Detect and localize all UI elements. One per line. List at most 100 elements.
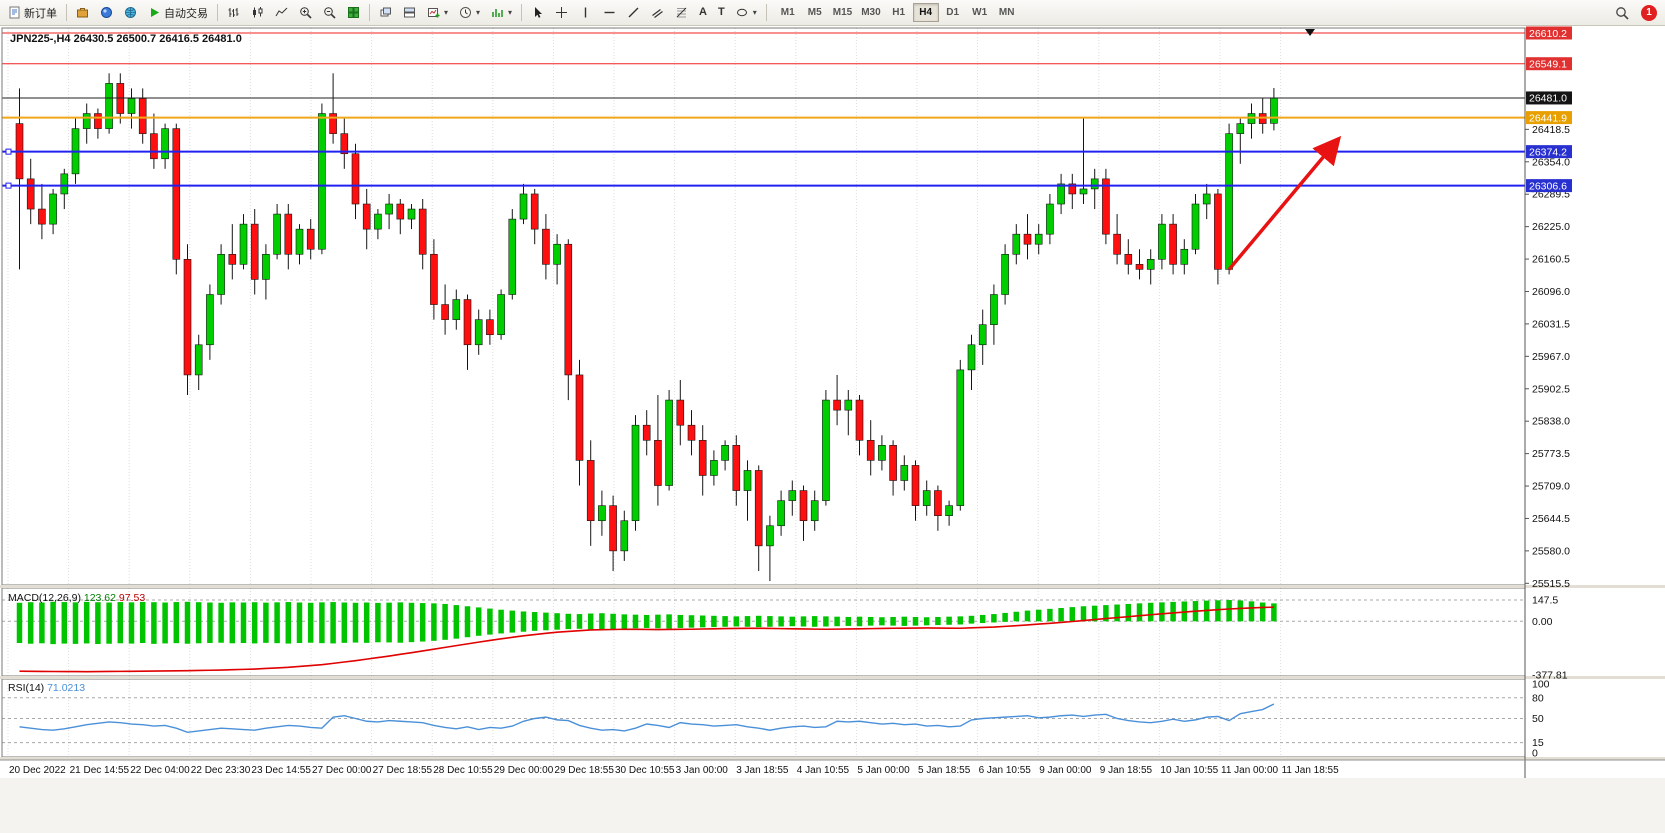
new-order-button[interactable]: 新订单 <box>3 2 62 23</box>
zoom-out-button[interactable] <box>318 2 341 23</box>
macd-panel <box>16 600 1277 673</box>
price-axis[interactable]: 26418.526354.026289.526225.026160.526096… <box>1524 26 1572 779</box>
separator <box>217 4 218 21</box>
time-label: 22 Dec 04:00 <box>130 765 190 776</box>
tile-grid-icon <box>348 7 359 18</box>
rsi-label: RSI(14) 71.0213 <box>8 682 85 694</box>
bar-chart-icon <box>228 8 239 17</box>
crosshair-button[interactable] <box>550 2 573 23</box>
time-label: 30 Dec 10:55 <box>615 765 675 776</box>
tile-horizontal-icon <box>404 7 415 18</box>
panel-splitter[interactable] <box>0 676 1665 679</box>
data-window-button[interactable] <box>95 2 118 23</box>
symbol-ohlc-label: JPN225-,H4 26430.5 26500.7 26416.5 26481… <box>10 33 242 45</box>
auto-trading-button[interactable]: 自动交易 <box>143 2 213 23</box>
trendline-button[interactable] <box>622 2 645 23</box>
svg-text:15: 15 <box>1532 737 1544 749</box>
navigator-button[interactable] <box>119 2 142 23</box>
new-chart-button[interactable]: ▾ <box>422 2 453 23</box>
chart-line-button[interactable] <box>270 2 293 23</box>
market-watch-button[interactable] <box>71 2 94 23</box>
indicators-icon <box>492 9 503 17</box>
tf-button-m15[interactable]: M15 <box>829 3 856 22</box>
svg-text:50: 50 <box>1532 713 1544 725</box>
new-chart-icon <box>428 8 440 18</box>
chevron-down-icon: ▾ <box>476 7 481 17</box>
price-badge <box>1526 57 1572 71</box>
toolbar: 新订单 自动交易 <box>0 0 1665 26</box>
time-axis[interactable]: 20 Dec 2022 21 Dec 14:55 22 Dec 04:00 22 De… <box>0 759 1665 776</box>
tf-button-d1[interactable]: D1 <box>940 3 966 22</box>
panel-splitter[interactable] <box>0 757 1665 760</box>
fibonacci-icon <box>676 7 687 18</box>
price-tick-label: 25515.5 <box>1532 578 1570 590</box>
rsi-panel <box>19 703 1275 734</box>
time-label: 9 Jan 18:55 <box>1100 765 1153 776</box>
svg-text:147.5: 147.5 <box>1532 594 1558 606</box>
label-button[interactable]: T <box>713 2 730 23</box>
cascade-windows-button[interactable] <box>374 2 397 23</box>
shapes-button[interactable]: ▾ <box>731 2 762 23</box>
period-button[interactable]: ▾ <box>454 2 485 23</box>
chevron-down-icon: ▾ <box>752 7 757 17</box>
chart-bars-button[interactable] <box>222 2 245 23</box>
price-tick-label: 26418.5 <box>1532 124 1570 136</box>
time-label: 27 Dec 00:00 <box>312 765 372 776</box>
time-label: 20 Dec 2022 <box>9 765 66 776</box>
channel-icon <box>652 9 663 18</box>
macd-label: MACD(12,26,9) 123.62 97.53 <box>8 592 145 604</box>
tf-button-w1[interactable]: W1 <box>967 3 993 22</box>
cursor-button[interactable] <box>526 2 549 23</box>
tile-windows-button[interactable] <box>342 2 365 23</box>
chart-shift-marker[interactable] <box>1305 29 1315 36</box>
vertical-line-button[interactable] <box>574 2 597 23</box>
new-order-icon <box>9 6 20 19</box>
channel-button[interactable] <box>646 2 669 23</box>
cursor-icon <box>535 7 543 18</box>
horizontal-level-lines[interactable] <box>2 32 1525 189</box>
time-label: 5 Jan 18:55 <box>918 765 971 776</box>
tf-button-mn[interactable]: MN <box>994 3 1020 22</box>
time-label: 29 Dec 18:55 <box>554 765 614 776</box>
time-label: 3 Jan 00:00 <box>676 765 729 776</box>
price-badge <box>1526 179 1572 193</box>
horizontal-line-button[interactable] <box>598 2 621 23</box>
macd-signal-line <box>19 606 1274 673</box>
text-button[interactable]: A <box>694 2 712 23</box>
svg-text:0: 0 <box>1532 748 1538 760</box>
time-label: 28 Dec 10:55 <box>433 765 493 776</box>
chart-canvas[interactable]: 26418.526354.026289.526225.026160.526096… <box>0 26 1665 833</box>
trend-arrow-annotation[interactable] <box>1227 135 1342 271</box>
trendline-icon <box>628 7 639 18</box>
time-label: 11 Jan 18:55 <box>1282 765 1340 776</box>
time-label: 11 Jan 00:00 <box>1221 765 1279 776</box>
tf-button-h4[interactable]: H4 <box>912 3 939 22</box>
search-button[interactable] <box>1610 2 1634 23</box>
pane-titles: JPN225-,H4 26430.5 26500.7 26416.5 26481… <box>8 33 242 694</box>
tf-button-m5[interactable]: M5 <box>802 3 828 22</box>
tile-horizontal-button[interactable] <box>398 2 421 23</box>
svg-text:-377.81: -377.81 <box>1532 670 1568 682</box>
tf-button-m1[interactable]: M1 <box>775 3 801 22</box>
panel-splitter[interactable] <box>0 585 1665 588</box>
timeframe-group: M1 M5 M15 M30 H1 H4 D1 W1 MN <box>775 3 1020 22</box>
price-tick-label: 25967.0 <box>1532 351 1570 363</box>
indicators-button[interactable]: ▾ <box>486 2 517 23</box>
price-tick-label: 25773.5 <box>1532 448 1570 460</box>
tf-button-h1[interactable]: H1 <box>886 3 912 22</box>
price-tick-label: 26354.0 <box>1532 156 1570 168</box>
line-chart-icon <box>275 7 288 17</box>
chart-candles-button[interactable] <box>246 2 269 23</box>
notification-badge[interactable]: 1 <box>1641 4 1657 21</box>
svg-text:80: 80 <box>1532 692 1544 704</box>
label-tool-icon: T <box>718 6 725 18</box>
price-badge-label: 26306.6 <box>1529 180 1567 192</box>
time-label: 9 Jan 00:00 <box>1039 765 1092 776</box>
tf-button-m30[interactable]: M30 <box>857 3 884 22</box>
price-tick-label: 25838.0 <box>1532 416 1570 428</box>
zoom-in-icon <box>300 7 312 19</box>
zoom-in-button[interactable] <box>294 2 317 23</box>
separator <box>369 4 370 21</box>
fibonacci-button[interactable] <box>670 2 693 23</box>
price-tick-label: 26225.0 <box>1532 221 1570 233</box>
